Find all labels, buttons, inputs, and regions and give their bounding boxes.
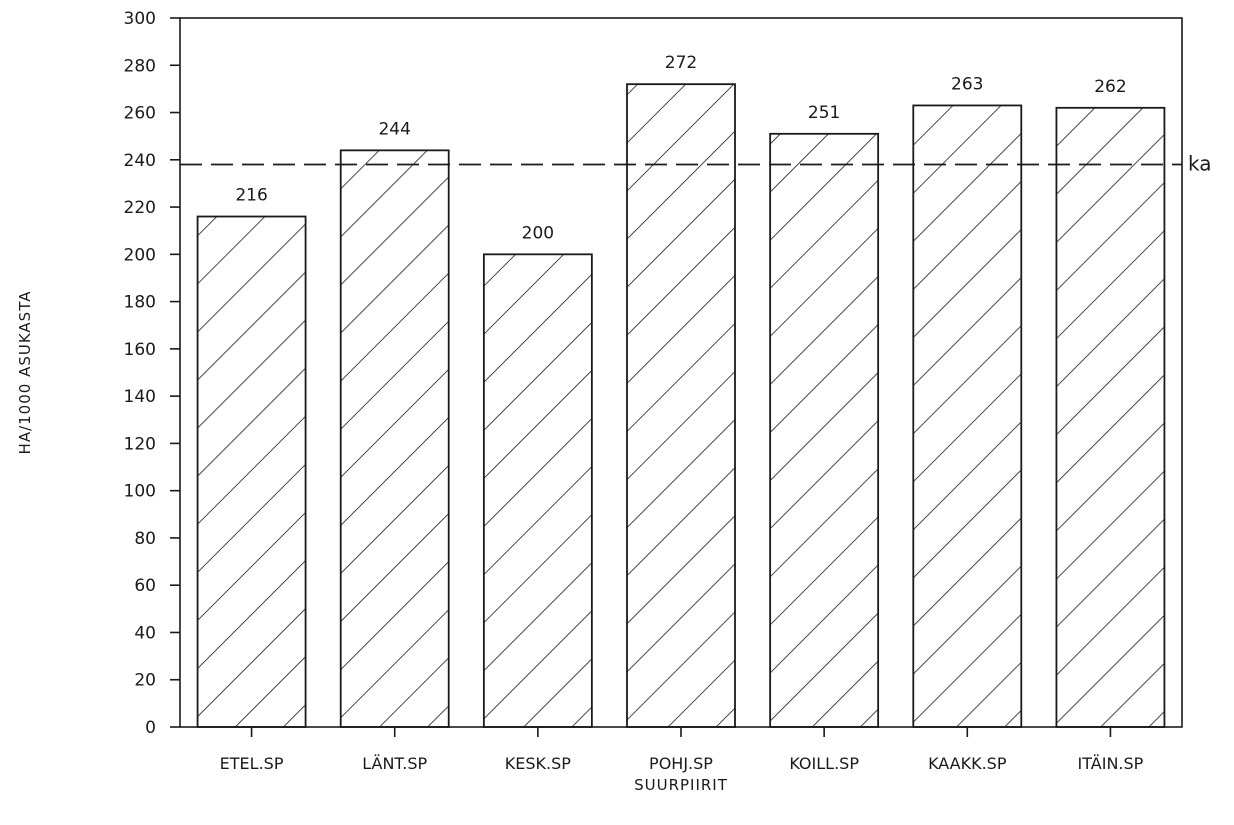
- y-axis: 0 20 40 60 80 100 120 140 160 180 200 220 240 260 280 3…: [124, 9, 180, 738]
- y-tick-label: 40: [134, 623, 156, 643]
- x-tick-label: KOILL.SP: [789, 754, 859, 773]
- bars: [196, 83, 1166, 728]
- y-tick-label: 0: [145, 718, 156, 738]
- bar-value-label: 251: [808, 103, 840, 123]
- x-tick-label: KAAKK.SP: [928, 754, 1007, 773]
- bar: [626, 83, 736, 728]
- bar-value-label: 200: [522, 223, 554, 243]
- bar: [482, 253, 593, 728]
- reference-line-label: ka: [1188, 152, 1212, 176]
- y-tick-label: 140: [124, 387, 156, 407]
- y-tick-label: 240: [124, 151, 156, 171]
- y-tick-label: 20: [134, 671, 156, 691]
- bar-value-label: 262: [1094, 77, 1126, 97]
- bar: [912, 104, 1023, 728]
- x-tick-label: POHJ.SP: [649, 754, 713, 773]
- x-axis-title: SUURPIIRIT: [634, 776, 728, 794]
- x-axis: ETEL.SP LÄNT.SP KESK.SP POHJ.SP KOILL.SP KAAK…: [220, 727, 1144, 773]
- y-tick-label: 180: [124, 293, 156, 313]
- y-tick-label: 60: [134, 576, 156, 596]
- y-tick-label: 160: [124, 340, 156, 360]
- y-tick-label: 200: [124, 245, 156, 265]
- bar: [196, 215, 307, 728]
- y-tick-label: 120: [124, 434, 156, 454]
- x-tick-label: LÄNT.SP: [362, 754, 427, 773]
- bar: [769, 132, 880, 728]
- bar: [339, 149, 450, 728]
- y-tick-label: 300: [124, 9, 156, 29]
- data-labels: 216 244 200 272 251 263 262: [235, 53, 1126, 243]
- x-tick-label: ITÄIN.SP: [1078, 754, 1144, 773]
- bar: [1055, 106, 1166, 728]
- y-tick-label: 220: [124, 198, 156, 218]
- bar-value-label: 216: [235, 186, 267, 206]
- y-tick-label: 80: [134, 529, 156, 549]
- y-tick-label: 280: [124, 56, 156, 76]
- y-tick-label: 100: [124, 482, 156, 502]
- x-tick-label: ETEL.SP: [220, 754, 284, 773]
- y-axis-title: HA/1000 ASUKASTA: [16, 291, 34, 455]
- x-tick-label: KESK.SP: [505, 754, 571, 773]
- bar-value-label: 272: [665, 53, 697, 73]
- reference-line-group: ka: [180, 152, 1212, 176]
- bar-value-label: 263: [951, 74, 983, 94]
- bar-value-label: 244: [378, 119, 410, 139]
- y-tick-label: 260: [124, 104, 156, 124]
